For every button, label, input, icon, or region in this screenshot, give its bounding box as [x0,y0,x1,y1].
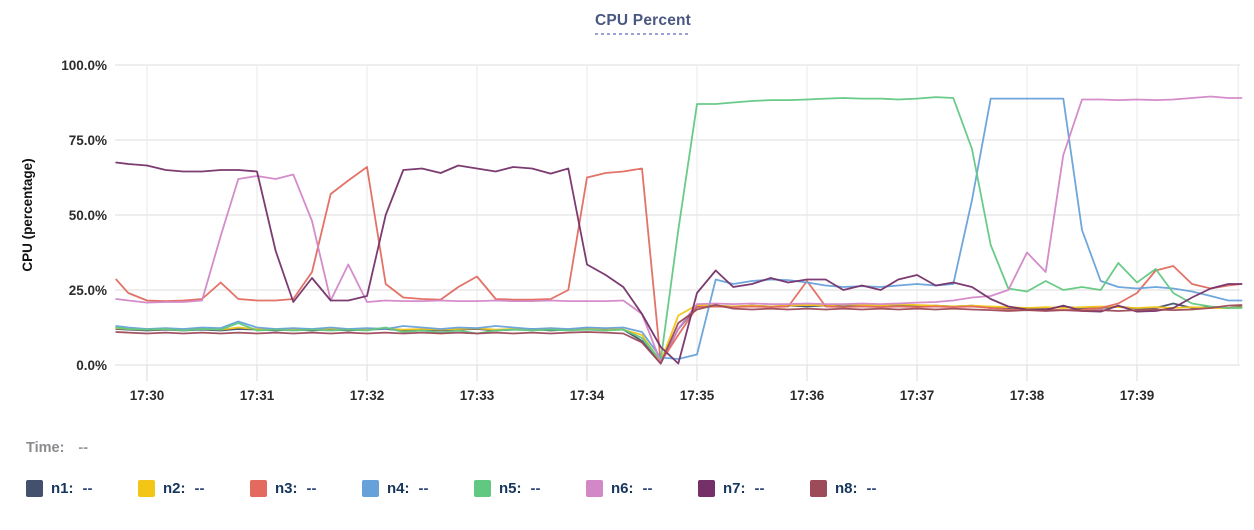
cpu-chart-plot[interactable]: 100.0% 75.0% 50.0% 25.0% 0.0% 17:30 17:31 17:32… [0,0,1254,424]
legend-item-n6[interactable]: n6: -- [586,480,698,497]
legend-label-n3: n3: [275,480,298,497]
legend-swatch-n2 [138,480,155,497]
legend-value-n4: -- [418,480,429,497]
x-tick-label: 17:38 [1010,388,1045,403]
series-line-n6 [115,95,1243,363]
y-grid: 100.0% 75.0% 50.0% 25.0% 0.0% [61,58,1240,373]
legend-swatch-n1 [26,480,43,497]
x-tick-label: 17:39 [1120,388,1155,403]
legend-label-n4: n4: [387,480,410,497]
legend-value-n5: -- [530,480,541,497]
legend-swatch-n6 [586,480,603,497]
legend-swatch-n5 [474,480,491,497]
x-tick-label: 17:31 [240,388,275,403]
series-lines [115,95,1243,365]
chart-title-wrap: CPU Percent [594,12,692,35]
series-line-n7 [115,161,1243,365]
x-tick-label: 17:36 [790,388,825,403]
time-readout-value: -- [78,440,89,456]
series-line-n8 [115,304,1243,365]
series-line-n4 [115,97,1243,360]
legend-swatch-n8 [810,480,827,497]
legend-swatch-n7 [698,480,715,497]
time-readout-label: Time: [26,440,65,456]
legend-swatch-n4 [362,480,379,497]
legend-value-n6: -- [642,480,653,497]
x-tick-label: 17:33 [460,388,495,403]
y-axis-title: CPU (percentage) [20,158,35,271]
x-tick-label: 17:37 [900,388,935,403]
legend-label-n6: n6: [611,480,634,497]
y-tick-label: 25.0% [69,283,107,298]
legend-item-n3[interactable]: n3: -- [250,480,362,497]
legend-label-n1: n1: [51,480,74,497]
x-grid: 17:30 17:31 17:32 17:33 17:34 17:35 17:36 17:37… [130,65,1239,403]
legend-value-n8: -- [866,480,877,497]
legend-label-n8: n8: [835,480,858,497]
legend-label-n2: n2: [163,480,186,497]
legend-item-n4[interactable]: n4: -- [362,480,474,497]
legend-value-n7: -- [754,480,765,497]
legend-item-n5[interactable]: n5: -- [474,480,586,497]
legend-value-n1: -- [82,480,93,497]
legend-label-n5: n5: [499,480,522,497]
legend-value-n3: -- [306,480,317,497]
legend-value-n2: -- [194,480,205,497]
legend-swatch-n3 [250,480,267,497]
time-readout: Time: -- [26,440,88,456]
x-tick-label: 17:35 [680,388,715,403]
y-tick-label: 0.0% [76,358,107,373]
legend: n1: -- n2: -- n3: -- n4: -- n5: -- n6: -- n7: -- n8: -- [26,480,922,497]
x-tick-label: 17:32 [350,388,385,403]
legend-item-n1[interactable]: n1: -- [26,480,138,497]
legend-item-n8[interactable]: n8: -- [810,480,922,497]
y-tick-label: 50.0% [69,208,107,223]
legend-label-n7: n7: [723,480,746,497]
legend-item-n7[interactable]: n7: -- [698,480,810,497]
legend-item-n2[interactable]: n2: -- [138,480,250,497]
series-line-n5 [115,96,1243,362]
x-tick-label: 17:34 [570,388,605,403]
y-tick-label: 100.0% [61,58,107,73]
chart-title[interactable]: CPU Percent [594,12,692,35]
y-tick-label: 75.0% [69,133,107,148]
x-tick-label: 17:30 [130,388,165,403]
